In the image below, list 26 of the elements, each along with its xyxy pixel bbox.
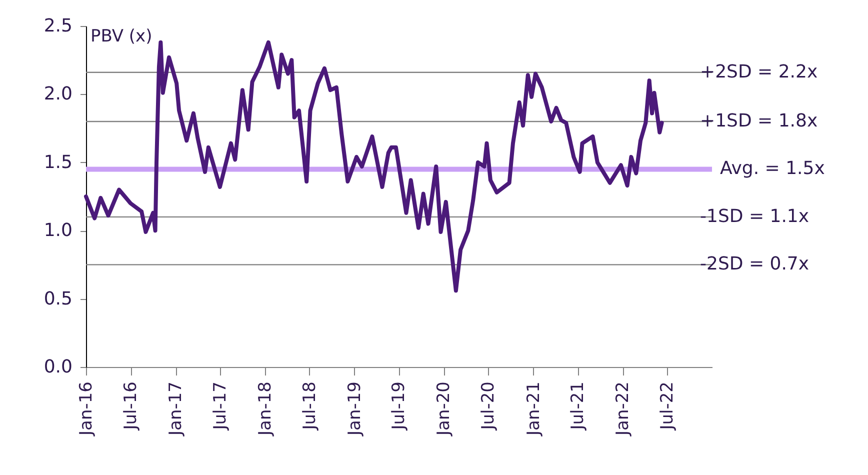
- x-tick-label: Jan-16: [76, 382, 96, 436]
- ref-line-label: +1SD = 1.8x: [700, 110, 818, 132]
- x-tick-label: Jul-20: [478, 382, 499, 431]
- x-tick-label: Jul-17: [210, 382, 230, 431]
- y-tick-label: 1.0: [44, 220, 72, 242]
- y-tick-label: 2.0: [44, 84, 72, 105]
- ref-line-label: -2SD = 0.7x: [700, 254, 810, 275]
- y-tick-label: 0.0: [44, 356, 72, 378]
- x-tick-label: Jul-16: [121, 382, 142, 431]
- x-tick-label: Jan-21: [524, 382, 544, 436]
- x-tick-label: Jan-17: [166, 382, 186, 436]
- x-tick-label: Jul-19: [389, 382, 410, 431]
- x-tick-label: Jan-20: [434, 382, 454, 436]
- ref-line-label: +2SD = 2.2x: [700, 61, 818, 82]
- x-tick-label: Jul-18: [300, 382, 320, 431]
- x-tick-label: Jul-21: [568, 382, 588, 431]
- x-tick-label: Jan-18: [255, 382, 276, 436]
- y-tick-label: 1.5: [44, 152, 72, 173]
- y-tick-label: 0.5: [44, 288, 72, 310]
- ref-line-label: -1SD = 1.1x: [700, 206, 810, 227]
- x-tick-label: Jan-22: [613, 382, 634, 436]
- y-axis-title: PBV (x): [90, 26, 152, 46]
- y-tick-label: 2.5: [44, 16, 72, 36]
- x-tick-label: Jul-22: [657, 382, 678, 431]
- ref-line-label: Avg. = 1.5x: [720, 158, 826, 180]
- x-tick-label: Jan-19: [344, 382, 365, 436]
